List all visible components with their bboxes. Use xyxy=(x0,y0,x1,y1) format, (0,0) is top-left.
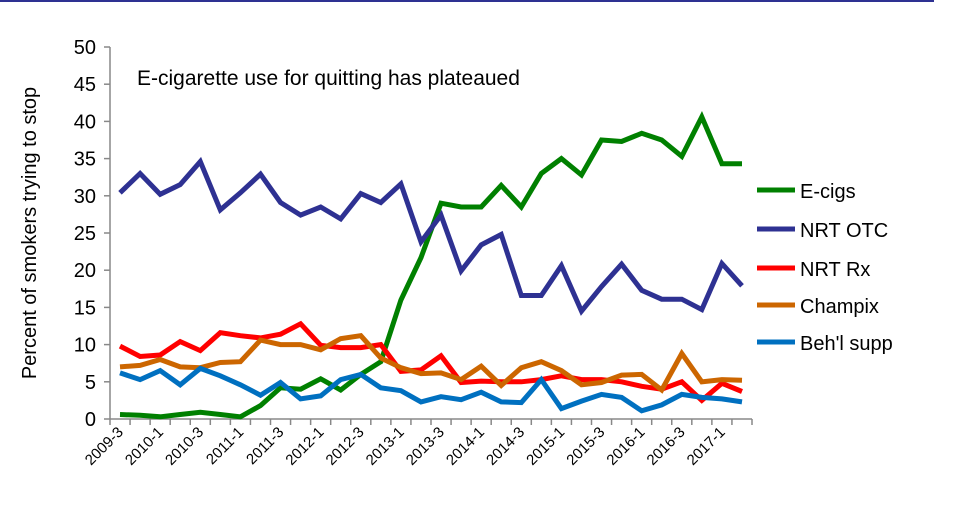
y-tick-label: 5 xyxy=(85,372,96,394)
y-axis-label: Percent of smokers trying to stop xyxy=(19,87,41,379)
x-tick-label: 2011-1 xyxy=(203,424,247,468)
x-tick-label: 2016-3 xyxy=(644,424,689,469)
legend-label: E-cigs xyxy=(800,181,856,203)
legend-label: Champix xyxy=(800,296,879,318)
x-tick-label: 2012-1 xyxy=(282,424,327,469)
legend-label: Beh'l supp xyxy=(800,333,893,355)
series-line-champix xyxy=(119,333,743,394)
x-tick-label: 2010-1 xyxy=(122,424,167,469)
y-tick-label: 0 xyxy=(85,409,96,431)
x-tick-label: 2010-3 xyxy=(162,424,207,469)
y-tick-label: 50 xyxy=(74,37,96,59)
x-tick-label: 2013-1 xyxy=(363,424,408,469)
series-line-beh-l-supp xyxy=(119,365,743,414)
legend-label: NRT OTC xyxy=(800,220,888,242)
x-tick-label: 2014-1 xyxy=(443,424,488,469)
top-border xyxy=(0,0,934,2)
y-tick-label: 10 xyxy=(74,335,96,357)
y-tick-label: 40 xyxy=(74,111,96,133)
x-tick-label: 2015-1 xyxy=(523,424,568,469)
y-tick-label: 35 xyxy=(74,149,96,171)
chart-title: E-cigarette use for quitting has plateau… xyxy=(137,67,520,90)
x-tick-label: 2014-3 xyxy=(483,424,528,469)
x-tick-label: 2016-1 xyxy=(603,424,648,469)
x-tick-label: 2015-3 xyxy=(563,424,608,469)
x-tick-label: 2012-3 xyxy=(323,424,368,469)
x-tick-label: 2011-3 xyxy=(243,424,287,468)
y-tick-label: 20 xyxy=(74,260,96,282)
series-line-nrt-otc xyxy=(118,156,744,316)
series-line-nrt-rx xyxy=(118,320,743,404)
y-tick-label: 45 xyxy=(74,74,96,96)
x-tick-label: 2017-1 xyxy=(684,424,729,469)
y-tick-label: 15 xyxy=(74,297,96,319)
y-tick-label: 25 xyxy=(74,223,96,245)
x-tick-label: 2013-3 xyxy=(403,424,448,469)
y-tick-label: 30 xyxy=(74,186,96,208)
legend-label: NRT Rx xyxy=(800,259,870,281)
